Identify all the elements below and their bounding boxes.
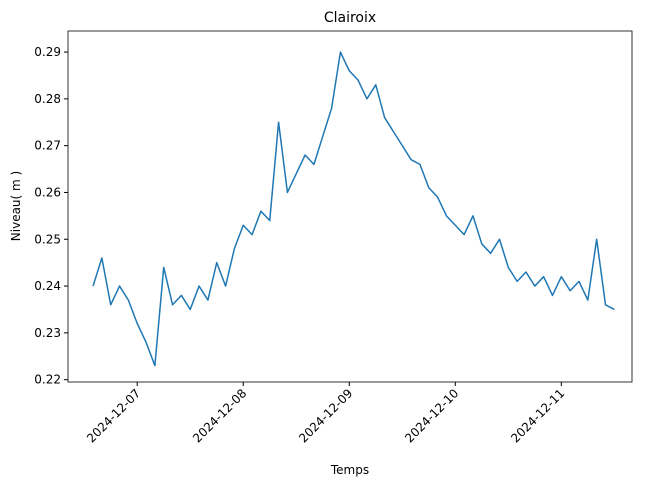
- y-tick-label: 0.25: [34, 232, 61, 246]
- x-tick-label: 2024-12-11: [508, 386, 567, 445]
- y-tick-label: 0.26: [34, 185, 61, 199]
- x-tick-label: 2024-12-09: [296, 386, 355, 445]
- y-tick-label: 0.28: [34, 92, 61, 106]
- chart-title: Clairoix: [324, 10, 376, 26]
- plot-frame: [67, 30, 633, 383]
- y-tick-label: 0.23: [34, 326, 61, 340]
- y-tick-label: 0.29: [34, 45, 61, 59]
- y-tick-label: 0.24: [34, 279, 61, 293]
- x-tick-label: 2024-12-07: [84, 386, 143, 445]
- y-tick-label: 0.22: [34, 373, 61, 387]
- x-tick-label: 2024-12-08: [190, 386, 249, 445]
- data-line: [92, 51, 615, 367]
- y-axis-label: Niveau( m ): [9, 171, 23, 241]
- y-tick-label: 0.27: [34, 139, 61, 153]
- x-tick-label: 2024-12-10: [402, 386, 461, 445]
- x-axis-label: Temps: [330, 463, 369, 477]
